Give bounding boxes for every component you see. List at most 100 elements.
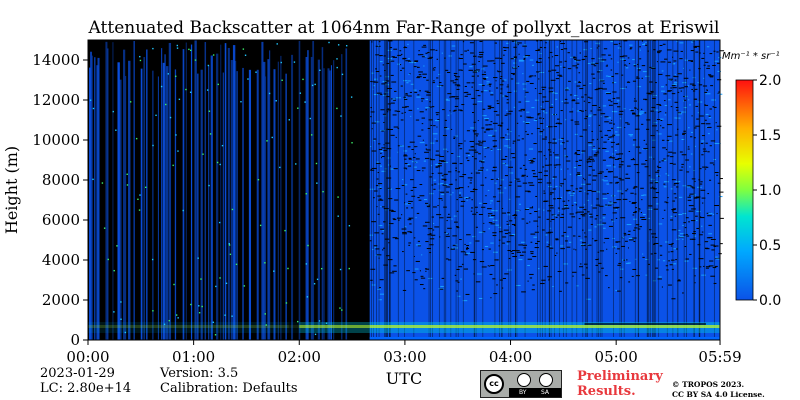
noise-speck: [623, 59, 626, 61]
noise-speck: [461, 69, 463, 71]
noise-speck: [553, 152, 555, 154]
noise-speck: [695, 220, 698, 222]
noise-speck: [416, 146, 418, 148]
noise-dot: [315, 162, 318, 165]
noise-speck: [523, 58, 526, 60]
noise-speck: [401, 112, 404, 114]
noise-speck: [560, 216, 564, 218]
noise-speck: [716, 258, 720, 260]
noise-speck: [710, 244, 715, 246]
noise-speck: [533, 143, 537, 145]
noise-speck: [676, 186, 679, 188]
noise-speck: [528, 76, 532, 78]
noise-dot: [228, 243, 230, 245]
noise-speck: [602, 193, 607, 195]
noise-speck: [506, 128, 509, 130]
noise-speck: [667, 90, 672, 92]
dropout-stripe: [373, 40, 374, 340]
noise-speck: [563, 48, 568, 50]
noise-speck: [583, 177, 585, 179]
noise-speck: [558, 138, 563, 140]
noise-dot: [167, 73, 169, 75]
noise-speck: [681, 87, 685, 89]
noise-speck: [630, 192, 634, 194]
dropout-stripe: [554, 40, 555, 340]
noise-dot: [198, 305, 200, 307]
noise-speck: [435, 166, 441, 168]
dropout-stripe: [474, 40, 475, 340]
noise-speck: [572, 275, 574, 277]
noise-speck: [507, 84, 509, 86]
noise-speck: [656, 165, 659, 167]
profile-column: [305, 56, 308, 341]
noise-speck: [430, 124, 433, 126]
noise-speck: [602, 88, 607, 90]
noise-speck: [495, 57, 500, 59]
noise-speck: [425, 148, 428, 150]
noise-speck: [718, 91, 720, 93]
noise-dot: [177, 317, 179, 319]
noise-speck: [591, 149, 597, 151]
noise-speck: [427, 52, 430, 54]
noise-speck: [432, 206, 437, 208]
noise-dot: [139, 194, 141, 196]
noise-speck: [446, 220, 448, 222]
dropout-stripe: [428, 40, 430, 340]
noise-speck: [466, 197, 468, 199]
profile-column: [165, 66, 169, 340]
noise-speck: [544, 112, 548, 114]
noise-speck: [471, 75, 475, 77]
dropout-stripe: [621, 40, 622, 340]
noise-speck: [555, 98, 558, 100]
noise-dot: [139, 59, 142, 62]
noise-speck: [652, 98, 656, 100]
noise-speck: [560, 110, 563, 112]
noise-dot: [152, 144, 154, 147]
noise-speck: [614, 73, 619, 75]
noise-speck: [632, 157, 635, 159]
noise-speck: [391, 210, 394, 212]
noise-speck: [453, 74, 456, 76]
noise-speck: [596, 138, 599, 140]
noise-speck: [614, 150, 617, 152]
noise-speck: [531, 64, 534, 66]
noise-speck: [372, 249, 374, 251]
noise-speck: [604, 116, 609, 118]
noise-speck: [661, 286, 663, 288]
noise-speck: [542, 110, 545, 112]
lidar-constant: LC: 2.80e+14: [40, 381, 132, 396]
noise-dot: [337, 196, 339, 198]
noise-dot: [307, 244, 309, 247]
noise-dot: [152, 310, 154, 312]
noise-speck: [522, 164, 526, 166]
noise-speck: [667, 174, 670, 176]
noise-speck: [659, 254, 663, 256]
noise-speck: [713, 159, 717, 161]
noise-speck: [712, 64, 716, 66]
noise-speck: [606, 93, 612, 95]
noise-speck: [539, 40, 543, 42]
noise-speck: [677, 73, 682, 75]
dropout-stripe: [565, 40, 567, 340]
noise-speck: [654, 267, 659, 269]
noise-speck: [581, 242, 586, 244]
dropout-stripe: [584, 40, 586, 340]
noise-speck: [466, 246, 469, 248]
noise-speck: [470, 191, 475, 193]
noise-speck: [590, 204, 593, 206]
noise-speck: [523, 58, 526, 60]
noise-speck: [433, 188, 436, 190]
noise-speck: [542, 96, 547, 98]
noise-speck: [458, 143, 463, 145]
noise-dot: [351, 142, 353, 144]
noise-speck: [447, 114, 450, 116]
noise-speck: [539, 72, 545, 74]
noise-speck: [583, 209, 587, 211]
noise-speck: [603, 141, 607, 143]
noise-speck: [488, 222, 493, 224]
noise-speck: [543, 190, 545, 192]
noise-speck: [674, 215, 677, 217]
noise-speck: [661, 90, 665, 92]
noise-speck: [606, 165, 612, 167]
noise-speck: [593, 65, 597, 67]
